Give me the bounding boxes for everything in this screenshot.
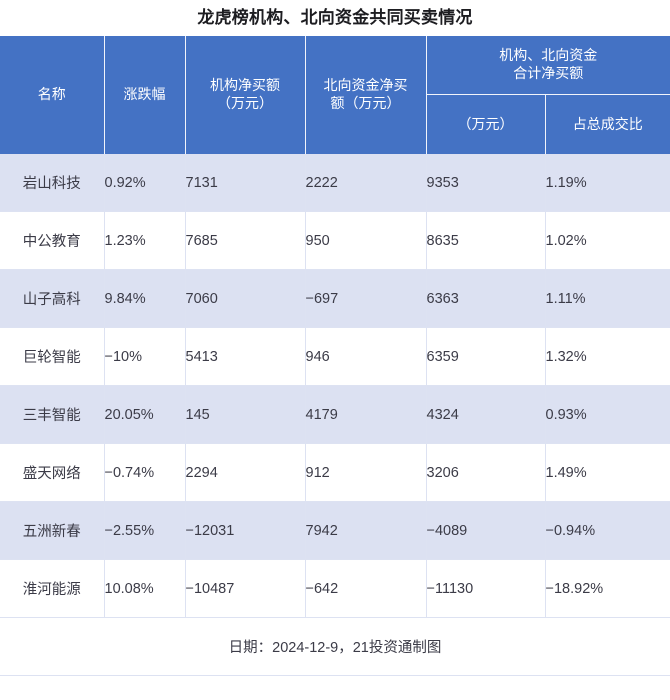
- table-row: 中公教育 1.23% 7685 950 8635 1.02%: [0, 211, 670, 270]
- cell-name: 盛天网络: [0, 443, 105, 502]
- table-body: 岩山科技 0.92% 7131 2222 9353 1.19% 中公教育 1.23% 7685 9…: [0, 154, 670, 618]
- data-table: 名称 涨跌幅 机构净买额 （万元） 北向资金净买 额（万元） 机构、北向资金 合…: [0, 36, 670, 676]
- cell-institution-net-buy: 2294: [185, 443, 306, 502]
- cell-institution-net-buy: 5413: [185, 327, 306, 386]
- cell-combined-share: 1.11%: [545, 269, 670, 328]
- cell-name: 巨轮智能: [0, 327, 105, 386]
- cell-change: −2.55%: [104, 501, 186, 560]
- cell-institution-net-buy: 7685: [185, 211, 306, 270]
- cell-combined-share: 1.32%: [545, 327, 670, 386]
- table-footer: 日期：2024-12-9，21投资通制图: [0, 617, 670, 676]
- cell-name: 岩山科技: [0, 154, 105, 212]
- cell-name: 五洲新春: [0, 501, 105, 560]
- cell-combined-share: 0.93%: [545, 385, 670, 444]
- cell-combined-amount: 9353: [426, 154, 546, 212]
- cell-institution-net-buy: 7131: [185, 154, 306, 212]
- table-row: 淮河能源 10.08% −10487 −642 −11130 −18.92%: [0, 559, 670, 618]
- cell-combined-share: −18.92%: [545, 559, 670, 618]
- cell-change: 20.05%: [104, 385, 186, 444]
- cell-northbound-net-buy: 4179: [305, 385, 427, 444]
- table-row: 岩山科技 0.92% 7131 2222 9353 1.19%: [0, 154, 670, 212]
- cell-institution-net-buy: −10487: [185, 559, 306, 618]
- cell-combined-amount: −11130: [426, 559, 546, 618]
- cell-combined-share: −0.94%: [545, 501, 670, 560]
- table-row: 山子高科 9.84% 7060 −697 6363 1.11%: [0, 269, 670, 328]
- cell-combined-amount: 6363: [426, 269, 546, 328]
- cell-northbound-net-buy: 950: [305, 211, 427, 270]
- column-header-change: 涨跌幅: [104, 36, 186, 154]
- cell-institution-net-buy: −12031: [185, 501, 306, 560]
- header-row-top: 名称 涨跌幅 机构净买额 （万元） 北向资金净买 额（万元） 机构、北向资金 合…: [0, 36, 670, 154]
- column-header-northbound-net-buy: 北向资金净买 额（万元）: [305, 36, 427, 154]
- column-header-combined-group: 机构、北向资金 合计净买额: [426, 36, 670, 95]
- footer-note: 日期：2024-12-9，21投资通制图: [0, 617, 670, 676]
- column-header-institution-net-buy: 机构净买额 （万元）: [185, 36, 306, 154]
- header-row-bottom: （万元） 占总成交比: [0, 94, 670, 154]
- footer-row: 日期：2024-12-9，21投资通制图: [0, 617, 670, 676]
- cell-northbound-net-buy: 912: [305, 443, 427, 502]
- cell-combined-amount: 6359: [426, 327, 546, 386]
- table-row: 巨轮智能 −10% 5413 946 6359 1.32%: [0, 327, 670, 386]
- cell-northbound-net-buy: 2222: [305, 154, 427, 212]
- cell-northbound-net-buy: 7942: [305, 501, 427, 560]
- cell-name: 淮河能源: [0, 559, 105, 618]
- cell-combined-share: 1.49%: [545, 443, 670, 502]
- cell-change: 0.92%: [104, 154, 186, 212]
- column-header-name: 名称: [0, 36, 105, 154]
- table-row: 五洲新春 −2.55% −12031 7942 −4089 −0.94%: [0, 501, 670, 560]
- cell-name: 中公教育: [0, 211, 105, 270]
- column-header-combined-share: 占总成交比: [545, 94, 670, 154]
- cell-change: 1.23%: [104, 211, 186, 270]
- cell-combined-share: 1.19%: [545, 154, 670, 212]
- cell-combined-amount: −4089: [426, 501, 546, 560]
- page-title: 龙虎榜机构、北向资金共同买卖情况: [197, 8, 473, 27]
- cell-change: 10.08%: [104, 559, 186, 618]
- cell-change: −10%: [104, 327, 186, 386]
- cell-combined-amount: 3206: [426, 443, 546, 502]
- data-table-container: 名称 涨跌幅 机构净买额 （万元） 北向资金净买 额（万元） 机构、北向资金 合…: [0, 36, 670, 676]
- cell-name: 山子高科: [0, 269, 105, 328]
- cell-institution-net-buy: 7060: [185, 269, 306, 328]
- cell-combined-amount: 8635: [426, 211, 546, 270]
- cell-institution-net-buy: 145: [185, 385, 306, 444]
- cell-change: −0.74%: [104, 443, 186, 502]
- cell-northbound-net-buy: −642: [305, 559, 427, 618]
- cell-northbound-net-buy: −697: [305, 269, 427, 328]
- table-row: 盛天网络 −0.74% 2294 912 3206 1.49%: [0, 443, 670, 502]
- table-header: 名称 涨跌幅 机构净买额 （万元） 北向资金净买 额（万元） 机构、北向资金 合…: [0, 36, 670, 154]
- column-header-combined-amount: （万元）: [426, 94, 546, 154]
- table-row: 三丰智能 20.05% 145 4179 4324 0.93%: [0, 385, 670, 444]
- cell-name: 三丰智能: [0, 385, 105, 444]
- cell-combined-amount: 4324: [426, 385, 546, 444]
- cell-change: 9.84%: [104, 269, 186, 328]
- cell-combined-share: 1.02%: [545, 211, 670, 270]
- cell-northbound-net-buy: 946: [305, 327, 427, 386]
